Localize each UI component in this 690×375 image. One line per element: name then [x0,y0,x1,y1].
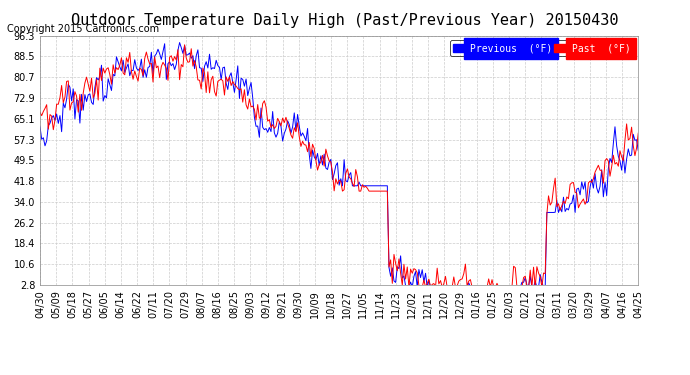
Previous  (°F) [378,183,386,188]
Past  (°F) [147,61,155,66]
Past  (°F) [398,283,406,287]
Past  (°F) [378,189,386,194]
Previous  (°F) [634,148,642,153]
Text: Copyright 2015 Cartronics.com: Copyright 2015 Cartronics.com [7,24,159,34]
Previous  (°F) [147,50,155,54]
Past  (°F) [564,196,573,201]
Previous  (°F) [36,124,44,129]
Legend: Previous  (°F), Past  (°F): Previous (°F), Past (°F) [450,40,633,56]
Previous  (°F) [175,40,184,45]
Previous  (°F) [403,285,411,290]
Past  (°F) [52,102,61,106]
Past  (°F) [634,131,642,135]
Past  (°F) [413,271,422,275]
Text: Outdoor Temperature Daily High (Past/Previous Year) 20150430: Outdoor Temperature Daily High (Past/Pre… [71,13,619,28]
Previous  (°F) [564,208,573,212]
Past  (°F) [405,285,413,290]
Previous  (°F) [52,112,61,116]
Previous  (°F) [398,276,406,280]
Previous  (°F) [413,285,422,290]
Line: Past  (°F): Past (°F) [40,45,638,287]
Past  (°F) [36,110,44,114]
Line: Previous  (°F): Previous (°F) [40,42,638,287]
Past  (°F) [181,42,189,47]
